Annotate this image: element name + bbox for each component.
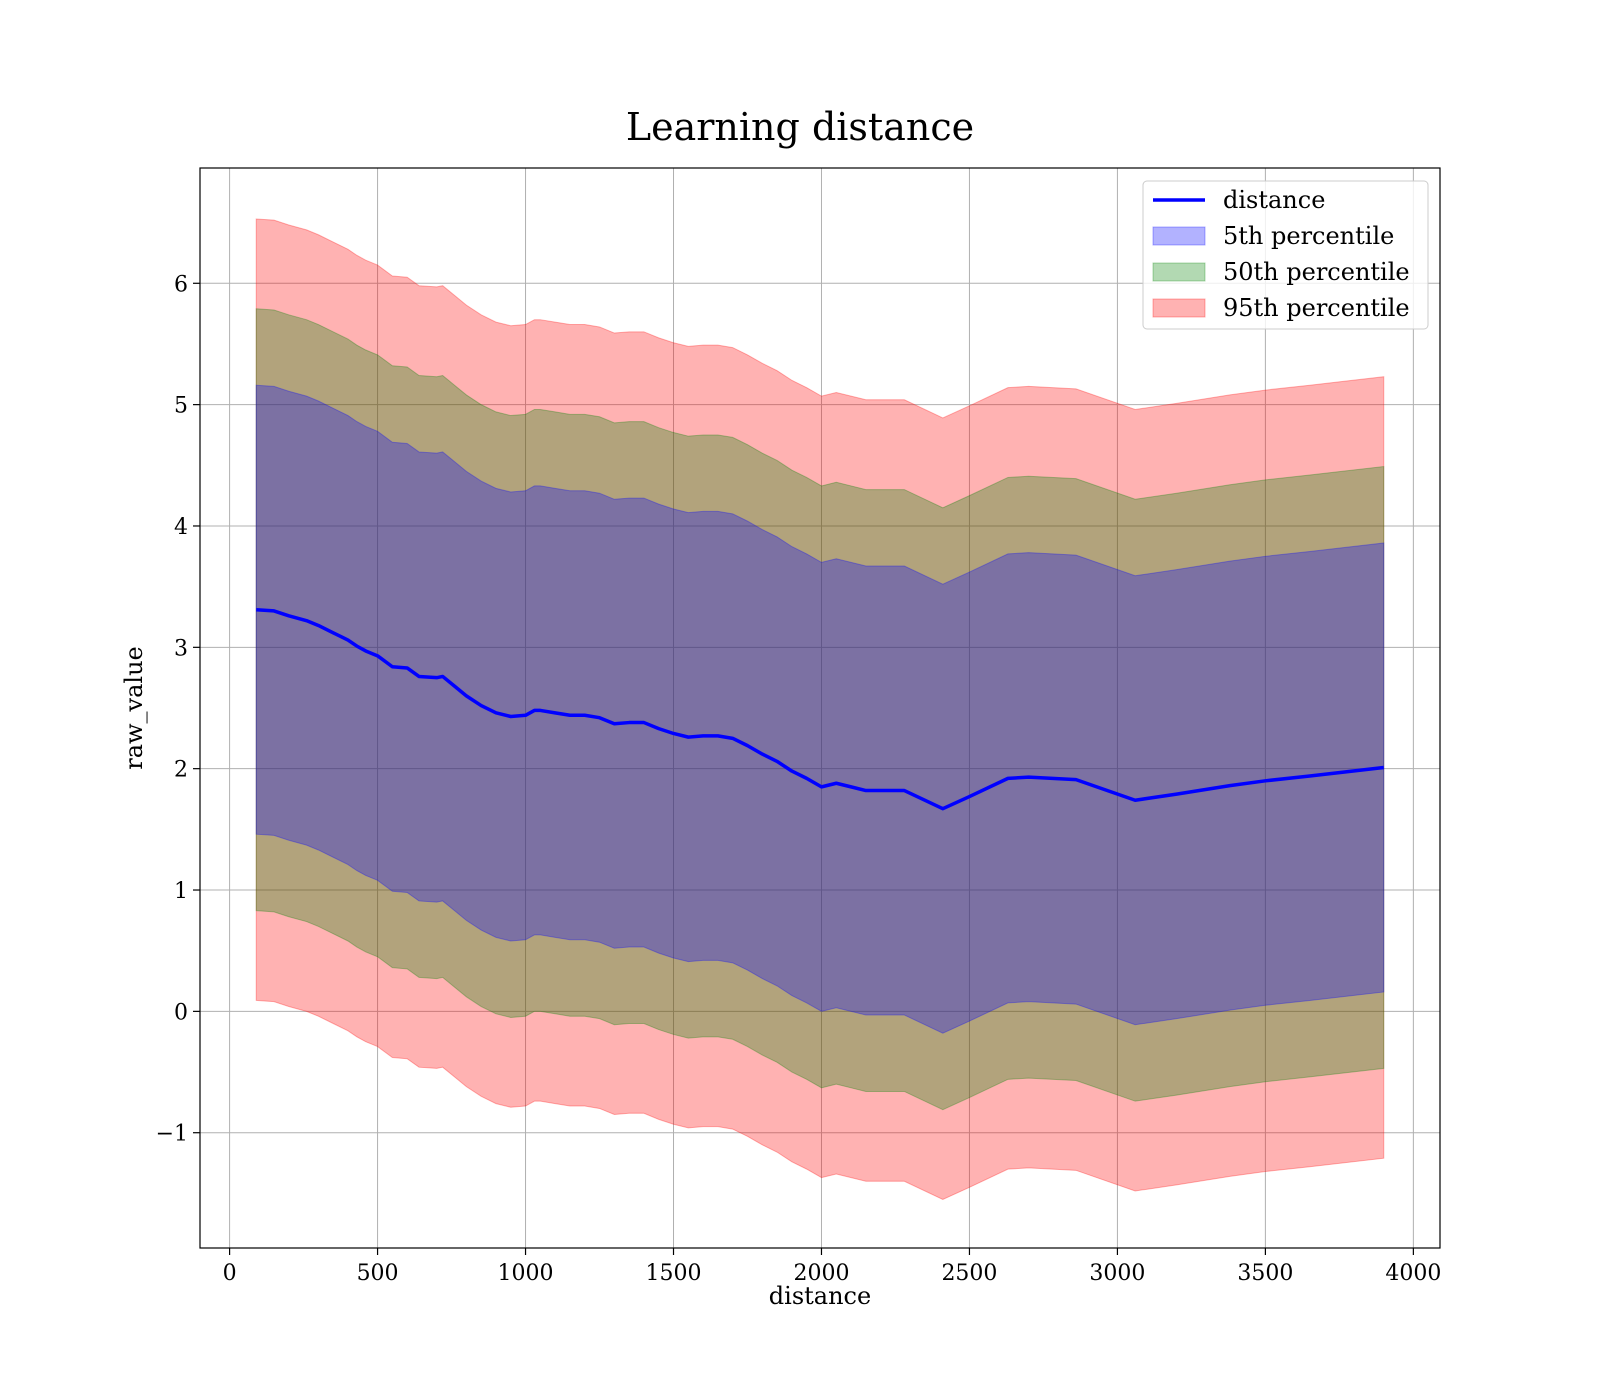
x-axis-label: distance — [769, 1282, 871, 1310]
legend-swatch-5th — [1152, 226, 1206, 246]
plot-frame — [199, 167, 1441, 1249]
x-tick-label: 1500 — [646, 1261, 702, 1286]
y-tick-label: 3 — [174, 636, 188, 661]
band-95th-percentile — [255, 218, 1385, 1201]
y-tick-label: 6 — [174, 272, 188, 297]
legend-swatch-50th — [1152, 262, 1206, 282]
y-tick-label: 2 — [174, 758, 188, 783]
legend-swatch-95th — [1152, 298, 1206, 318]
x-tick-label: 2500 — [941, 1261, 997, 1286]
legend: distance 5th percentile 50th percentile … — [1142, 180, 1429, 330]
grid-lines — [200, 168, 1440, 1248]
distance-line-layer — [256, 607, 1384, 811]
y-tick-label: 5 — [174, 394, 188, 419]
band-50th-percentile — [255, 308, 1385, 1111]
band-5th-percentile — [255, 384, 1385, 1034]
y-tick-label: 4 — [174, 515, 188, 540]
axis-ticks: 0 500 1000 1500 2000 2500 3000 3500 4000 −1 0 1 2 3 4 5… — [156, 272, 1442, 1286]
legend-label-distance: distance — [1223, 186, 1325, 214]
y-tick-label: 1 — [174, 879, 188, 904]
y-tick-label: 0 — [174, 1000, 188, 1025]
legend-box — [1142, 180, 1429, 330]
x-tick-label: 3500 — [1237, 1261, 1293, 1286]
legend-label-5th: 5th percentile — [1223, 222, 1394, 250]
y-axis-label: raw_value — [120, 646, 148, 770]
x-tick-label: 500 — [357, 1261, 399, 1286]
x-tick-label: 1000 — [498, 1261, 554, 1286]
percentile-bands — [255, 218, 1385, 1201]
legend-label-50th: 50th percentile — [1223, 258, 1410, 286]
chart-title: Learning distance — [626, 105, 974, 149]
x-tick-label: 4000 — [1385, 1261, 1441, 1286]
legend-label-95th: 95th percentile — [1223, 294, 1410, 322]
x-tick-label: 3000 — [1089, 1261, 1145, 1286]
x-tick-label: 0 — [223, 1261, 237, 1286]
x-tick-label: 2000 — [793, 1261, 849, 1286]
distance-line — [256, 607, 1384, 811]
y-tick-label: −1 — [156, 1122, 188, 1147]
